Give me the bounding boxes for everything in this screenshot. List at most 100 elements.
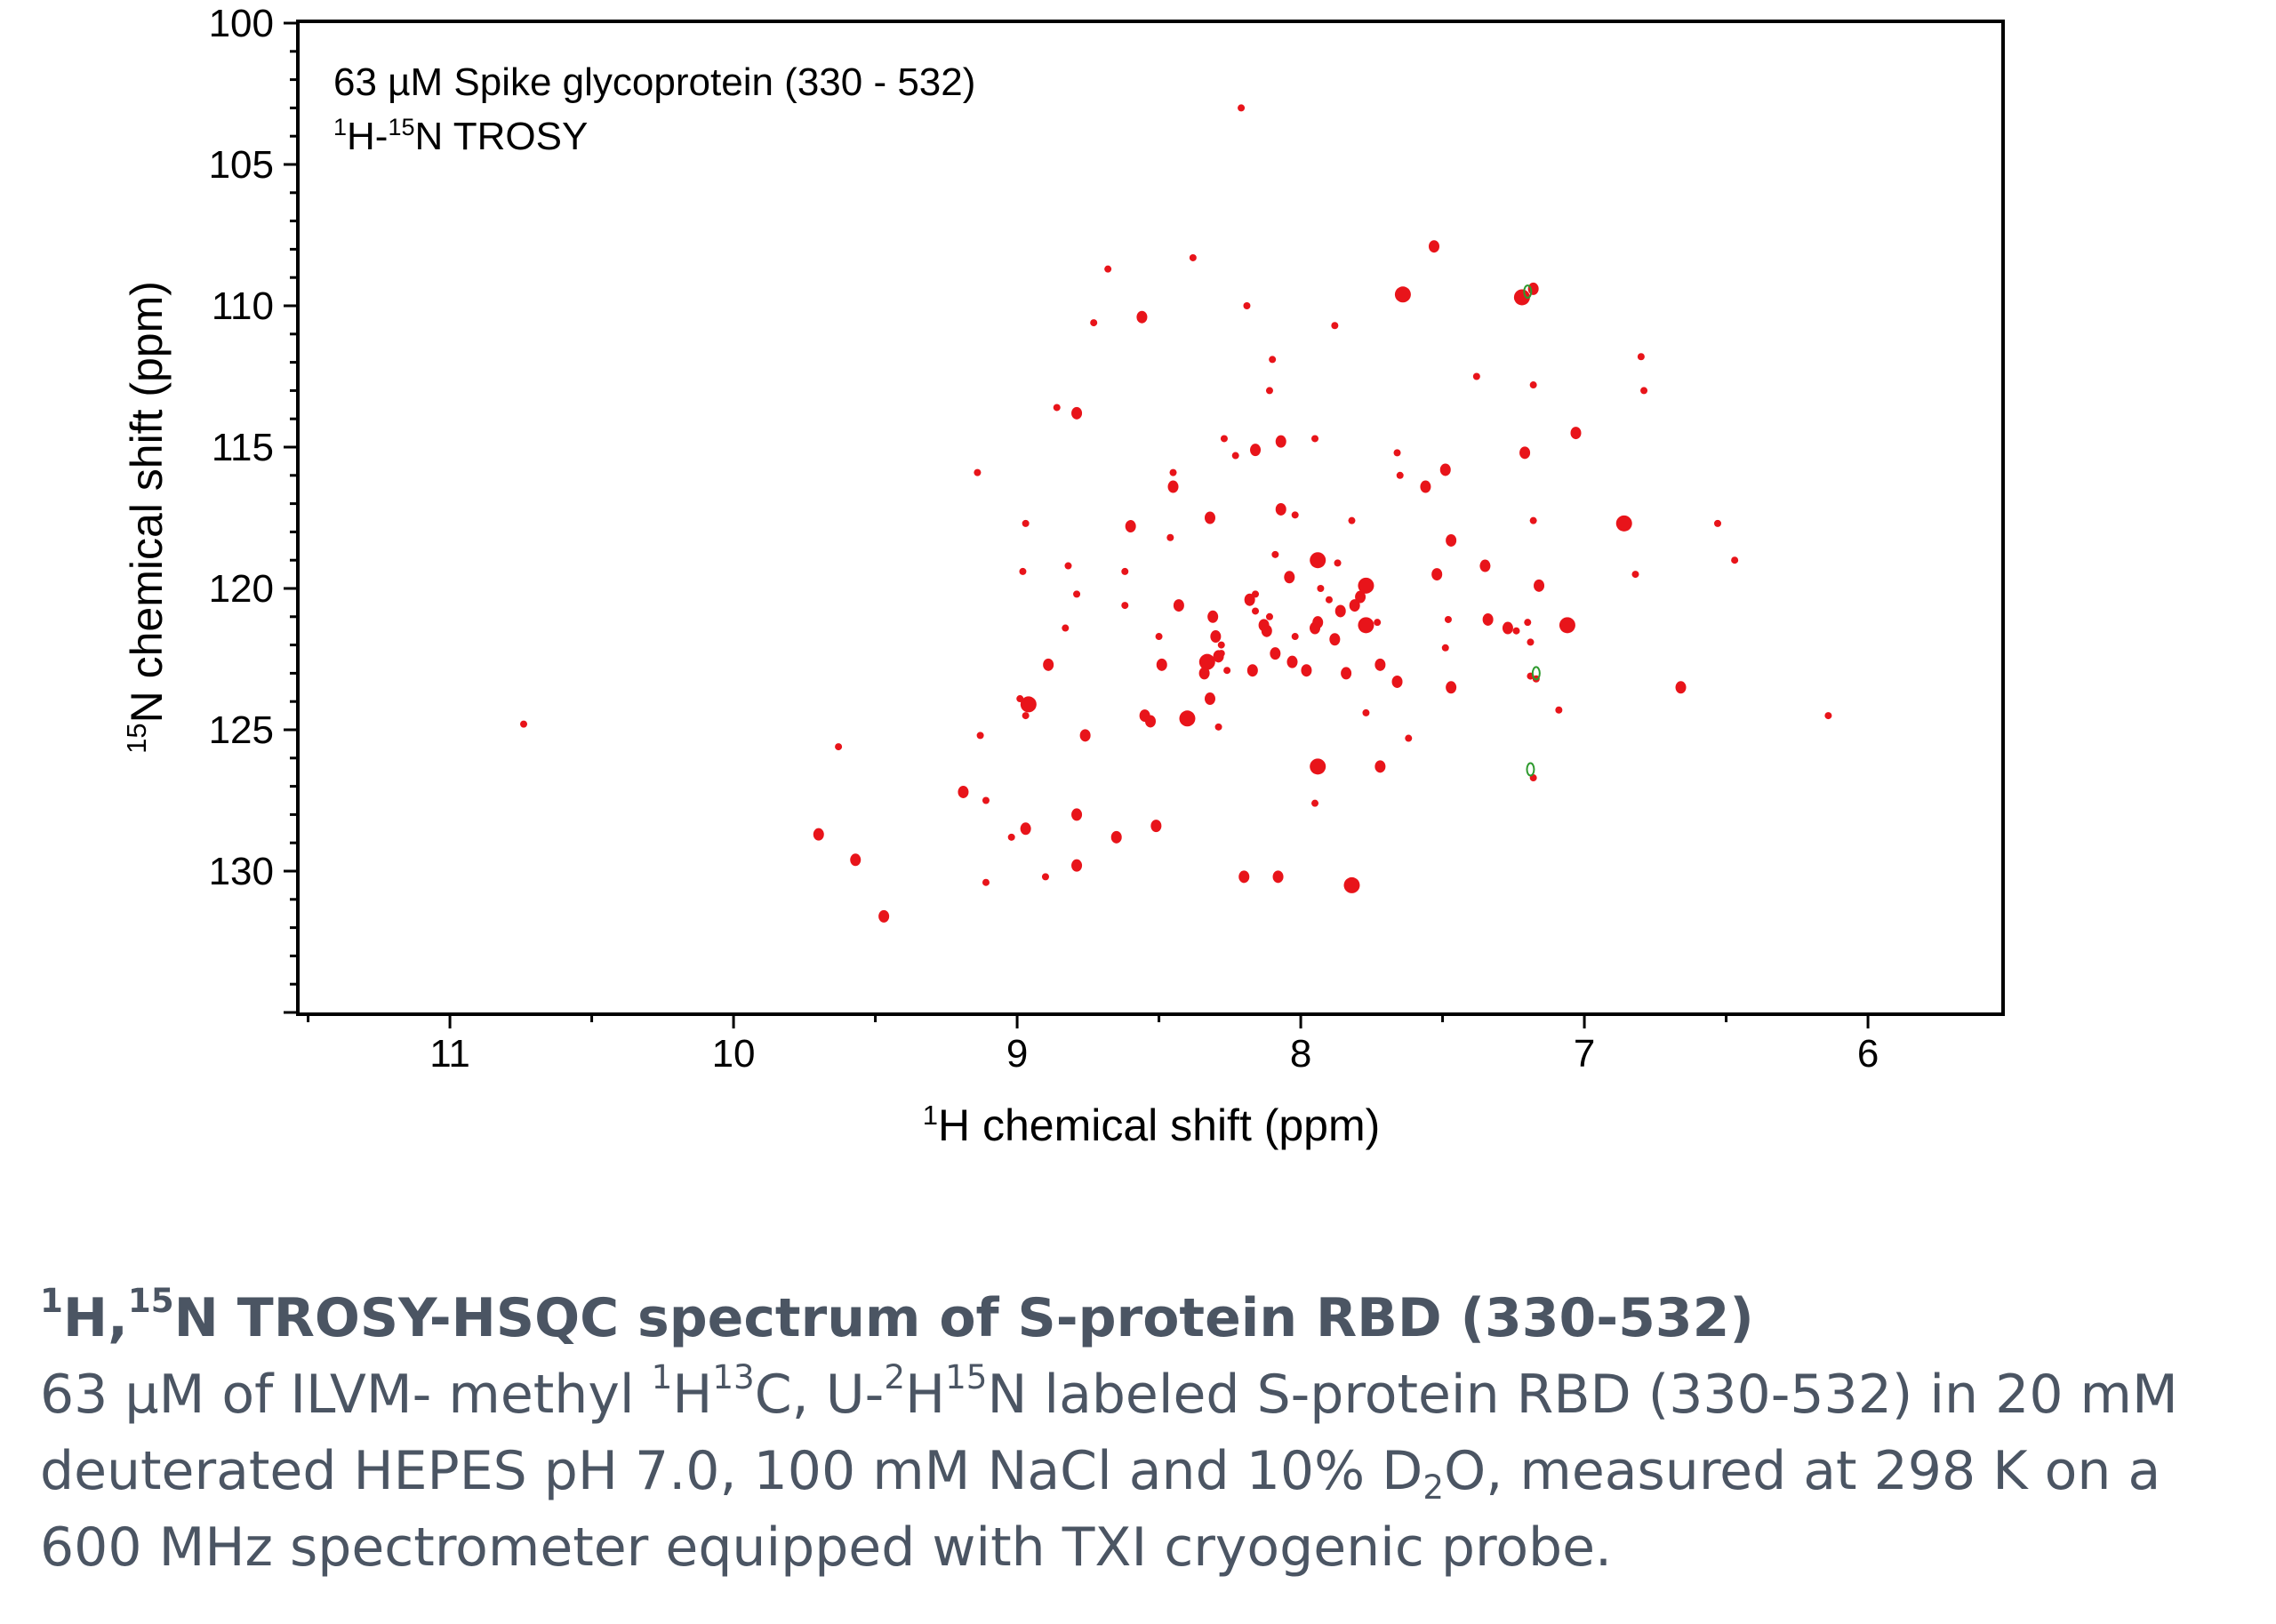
peak xyxy=(1071,406,1083,420)
peak xyxy=(1291,633,1299,641)
peak xyxy=(1167,480,1179,493)
caption-text: N TROSY-HSQC spectrum of S-protein RBD (… xyxy=(173,1287,1754,1349)
y-axis-label: 15N chemical shift (ppm) xyxy=(121,281,172,754)
peak xyxy=(1022,519,1030,527)
peak xyxy=(1071,808,1083,821)
y-tick-label: 120 xyxy=(209,567,274,611)
peak xyxy=(1275,502,1286,516)
peak xyxy=(813,828,824,841)
peak xyxy=(1150,820,1162,833)
peak xyxy=(1311,435,1319,443)
peak xyxy=(1265,612,1273,620)
peak xyxy=(1223,667,1231,675)
peak xyxy=(1204,692,1215,706)
peak xyxy=(1341,667,1352,680)
peak xyxy=(1731,556,1739,564)
peak xyxy=(976,732,984,740)
peak xyxy=(1527,638,1535,646)
y-tick-label: 130 xyxy=(209,850,274,893)
peak xyxy=(1431,568,1443,581)
peak xyxy=(1019,567,1027,575)
annotation-sup-2: 15 xyxy=(388,114,414,140)
peak xyxy=(1393,449,1401,457)
peak xyxy=(1189,253,1197,261)
annotation-text-1: H- xyxy=(347,115,388,158)
peak xyxy=(1374,658,1386,671)
y-tick-label: 125 xyxy=(209,708,274,752)
peak xyxy=(1534,579,1545,592)
negative-peak xyxy=(1526,762,1535,777)
peak xyxy=(1246,664,1258,677)
caption-superscript: 1 xyxy=(40,1281,63,1321)
peak xyxy=(1166,533,1174,541)
annotation-line-2: 1H-15N TROSY xyxy=(333,114,588,158)
annotation-text-2: N TROSY xyxy=(415,115,589,158)
axis-ticks xyxy=(284,21,1870,1028)
peak xyxy=(1238,104,1246,112)
caption-subscript: 2 xyxy=(1422,1468,1445,1508)
peak xyxy=(1079,729,1091,742)
peak xyxy=(1020,822,1031,836)
peak xyxy=(1519,446,1531,460)
peak xyxy=(1502,621,1513,635)
peak-markers xyxy=(520,104,1832,923)
peak xyxy=(1420,480,1431,493)
peak xyxy=(1173,599,1184,612)
peak xyxy=(1349,599,1360,612)
negative-peak xyxy=(1531,666,1541,681)
peak xyxy=(850,853,862,867)
y-axis-label-sup: 15 xyxy=(121,723,152,753)
peak xyxy=(1479,559,1491,572)
peak xyxy=(1334,604,1346,618)
peak xyxy=(1198,667,1210,680)
peak xyxy=(1244,593,1255,606)
peak xyxy=(1444,615,1452,623)
caption-superscript: 15 xyxy=(127,1281,174,1321)
peak xyxy=(1090,319,1098,327)
peak xyxy=(1570,427,1582,440)
peak xyxy=(1325,596,1333,604)
peak xyxy=(1640,387,1648,395)
peak xyxy=(1374,760,1386,773)
peak xyxy=(1062,624,1070,632)
peak xyxy=(1156,658,1167,671)
peak xyxy=(1358,577,1374,594)
y-tick-label: 110 xyxy=(212,284,274,328)
peak xyxy=(1429,240,1439,253)
caption-title: 1H,15N TROSY-HSQC spectrum of S-protein … xyxy=(40,1280,2245,1356)
plot-frame xyxy=(296,20,2005,1016)
annotation-line-1: 63 µM Spike glycoprotein (330 - 532) xyxy=(333,60,975,104)
peak xyxy=(1301,664,1312,677)
peak xyxy=(1220,435,1228,443)
y-tick-label: 100 xyxy=(209,2,274,45)
peak xyxy=(1210,630,1222,644)
peak xyxy=(1358,617,1374,634)
peak xyxy=(1331,322,1339,330)
peak xyxy=(1213,650,1224,663)
x-axis-label-sup: 1 xyxy=(923,1100,938,1131)
peak xyxy=(1043,658,1054,671)
peak xyxy=(520,720,528,728)
peak xyxy=(1121,602,1129,610)
peak xyxy=(974,468,982,476)
x-tick-label: 8 xyxy=(1290,1032,1311,1076)
peak xyxy=(1286,655,1298,668)
y-tick-label: 115 xyxy=(212,426,274,469)
peak xyxy=(1071,859,1083,872)
peak xyxy=(1064,562,1072,570)
peak xyxy=(1125,520,1136,533)
y-tick-label: 105 xyxy=(209,143,274,187)
peak xyxy=(1529,516,1537,524)
peak xyxy=(1275,435,1286,448)
x-axis-label-text: H chemical shift (ppm) xyxy=(938,1100,1380,1150)
peak xyxy=(1559,617,1575,634)
caption-superscript: 1 xyxy=(651,1357,673,1397)
peak xyxy=(1145,715,1156,728)
peak xyxy=(1073,590,1081,598)
peak xyxy=(1524,619,1532,627)
x-tick-label: 10 xyxy=(712,1032,756,1076)
peak xyxy=(982,796,990,804)
peak xyxy=(1555,706,1563,714)
peak xyxy=(1179,710,1196,727)
